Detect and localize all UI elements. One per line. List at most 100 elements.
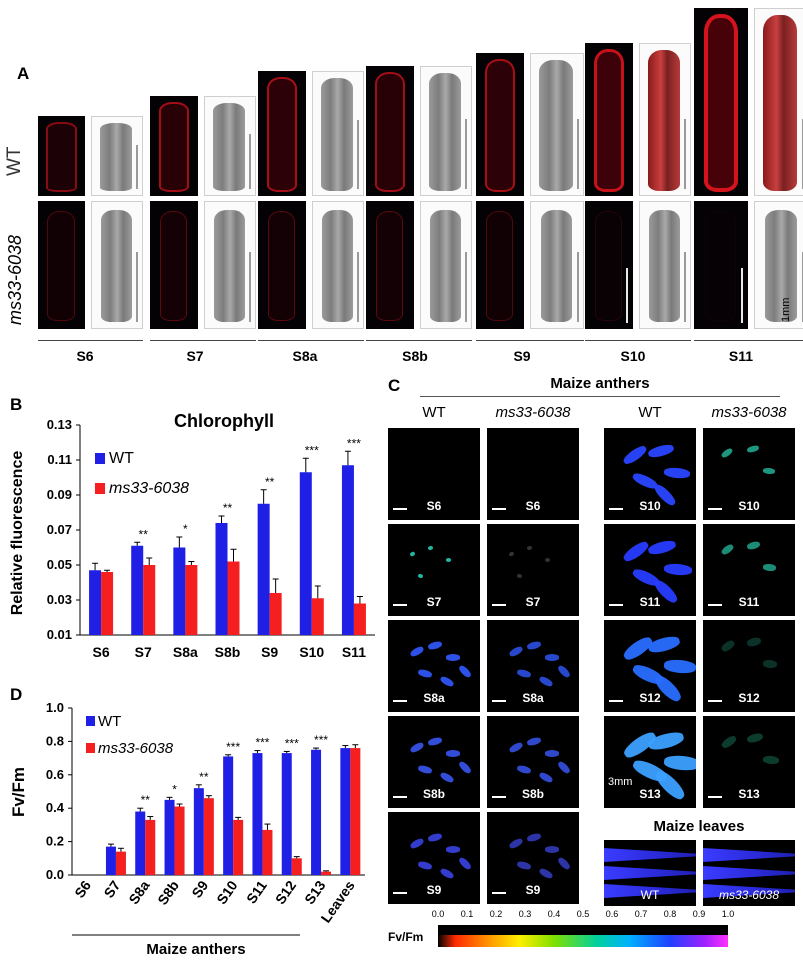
scale-bar [708,604,722,606]
stage-underline [694,340,803,341]
wt-bar [193,788,204,875]
stage-label: S8a [423,691,445,705]
anther-fluorescence [526,545,533,551]
mutant-brightfield-image [420,201,472,329]
mutant-fluorescence-image [476,201,524,329]
x-tick-label: S11 [342,644,366,660]
anther-fluorescence [556,856,572,871]
stage-label: S7 [426,595,442,609]
leaf-blade [703,866,795,880]
scale-bar [393,796,407,798]
fvfm-bar-chart: D 0.0 0.2 0.4 0.6 0.8 1.0 S6 S7 ** S8a * S8b ** S9 *** S… [9,685,365,958]
wt-brightfield-image [754,8,803,196]
anther-fluorescence [621,443,649,467]
mutant-bar [174,806,185,875]
wt-fluorescence-cell: S13 3mm [604,716,696,808]
wt-fluorescence-image [150,96,198,196]
scale-bar [249,134,251,189]
leaf-label: WT [640,888,660,902]
significance-label: ** [199,770,209,784]
column-label: ms33-6038 [711,404,787,421]
wt-anther-outline [46,122,77,192]
mutant-anther-brightfield [322,210,353,322]
mutant-anther-brightfield [540,210,573,322]
stage-underline [585,340,691,341]
anther-fluorescence [446,750,460,757]
stage-label: S8a [522,691,544,705]
anther-fluorescence [762,755,780,765]
mutant-bar [353,603,366,635]
wt-bar [299,472,312,635]
chlorophyll-bar-chart: B Chlorophyll 0.01 0.03 0.05 0.07 0.09 0.11 0.13… [9,395,375,660]
anther-fluorescence [545,750,559,757]
colorbar-tick-label: 0.9 [692,909,706,919]
anther-fluorescence [720,734,738,750]
colorbar-gradient [438,935,728,947]
anther-fluorescence [538,770,554,785]
stage-label: S9 [426,883,442,897]
wt-fluorescence-image [694,8,748,196]
scale-bar [577,252,579,322]
wt-fluorescence-cell: S11 [604,524,696,616]
wt-fluorescence-image [38,116,85,196]
anther-fluorescence [439,866,455,881]
anther-fluorescence [762,659,778,669]
y-tick-label: 0.0 [46,867,64,882]
scale-bar [492,604,506,606]
significance-label: ** [265,475,275,489]
mutant-anther-outline [267,211,296,321]
mutant-fluorescence-cell: S10 [703,428,795,520]
anther-fluorescence [427,832,443,843]
y-tick-label: 0.07 [47,522,72,537]
anther-fluorescence [427,640,443,651]
mutant-fluorescence-image [585,201,633,329]
stage-label: S13 [639,787,661,801]
anther-fluorescence [508,644,524,659]
scale-bar [492,508,506,510]
wt-fluorescence-image [258,71,306,196]
mutant-anther-outline [594,211,623,321]
wt-anther-outline [266,77,298,192]
anther-fluorescence [545,654,559,661]
leaf-blade [604,866,696,880]
stage-label: S7 [525,595,541,609]
y-tick-label: 0.4 [46,800,65,815]
scale-bar [492,892,506,894]
mutant-bar [101,572,114,635]
wt-brightfield-image [312,71,364,196]
stage-label: S13 [738,787,760,801]
mutant-fluorescence-image [366,201,414,329]
wt-fluorescence-cell: S9 [388,812,480,904]
stage-underline [38,340,143,341]
wt-brightfield-image [639,43,691,196]
stage-label: S8b [422,787,445,801]
colorbar-tick-label: 0.4 [547,909,561,919]
stage-label: S8b [521,787,544,801]
anther-fluorescence [720,542,735,557]
scale-bar [393,508,407,510]
significance-label: ** [141,793,151,807]
anther-fluorescence [417,573,424,579]
chart-title: Chlorophyll [174,411,274,431]
mutant-brightfield-image [754,201,803,329]
significance-label: *** [226,740,240,754]
row-label-mutant: ms33-6038 [5,234,25,325]
anther-fluorescence [556,664,572,679]
anther-fluorescence [457,760,473,775]
stage-label: S9 [513,348,531,364]
significance-label: *** [347,436,361,450]
anther-fluorescence [516,860,532,871]
wt-anther-outline [484,59,516,192]
anther-fluorescence [516,573,523,579]
anther-fluorescence [417,668,433,679]
wt-anther-brightfield [428,73,462,191]
wt-fluorescence-cell: S12 [604,620,696,712]
mutant-bar [143,565,156,635]
scale-bar [609,508,623,510]
y-tick-label: 0.01 [47,627,72,642]
colorbar-tick-label: 1.0 [721,909,735,919]
colorbar-label: Fv/Fm [388,930,424,944]
anther-fluorescence [409,836,425,851]
stage-label: S12 [639,691,661,705]
stage-label: S11 [738,595,760,609]
